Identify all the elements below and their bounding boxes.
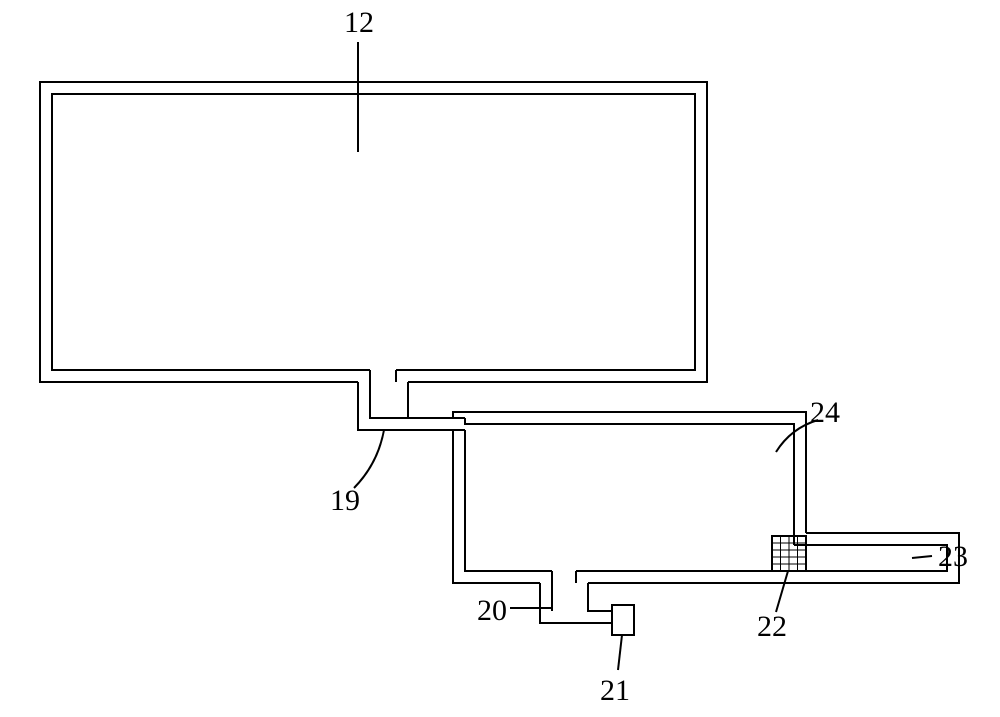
label-24: 24: [810, 396, 840, 430]
label-21: 21: [600, 674, 630, 708]
label-22: 22: [757, 610, 787, 644]
label-20: 20: [477, 594, 507, 628]
label-12: 12: [344, 6, 374, 40]
label-19: 19: [330, 484, 360, 518]
label-23: 23: [938, 540, 968, 574]
